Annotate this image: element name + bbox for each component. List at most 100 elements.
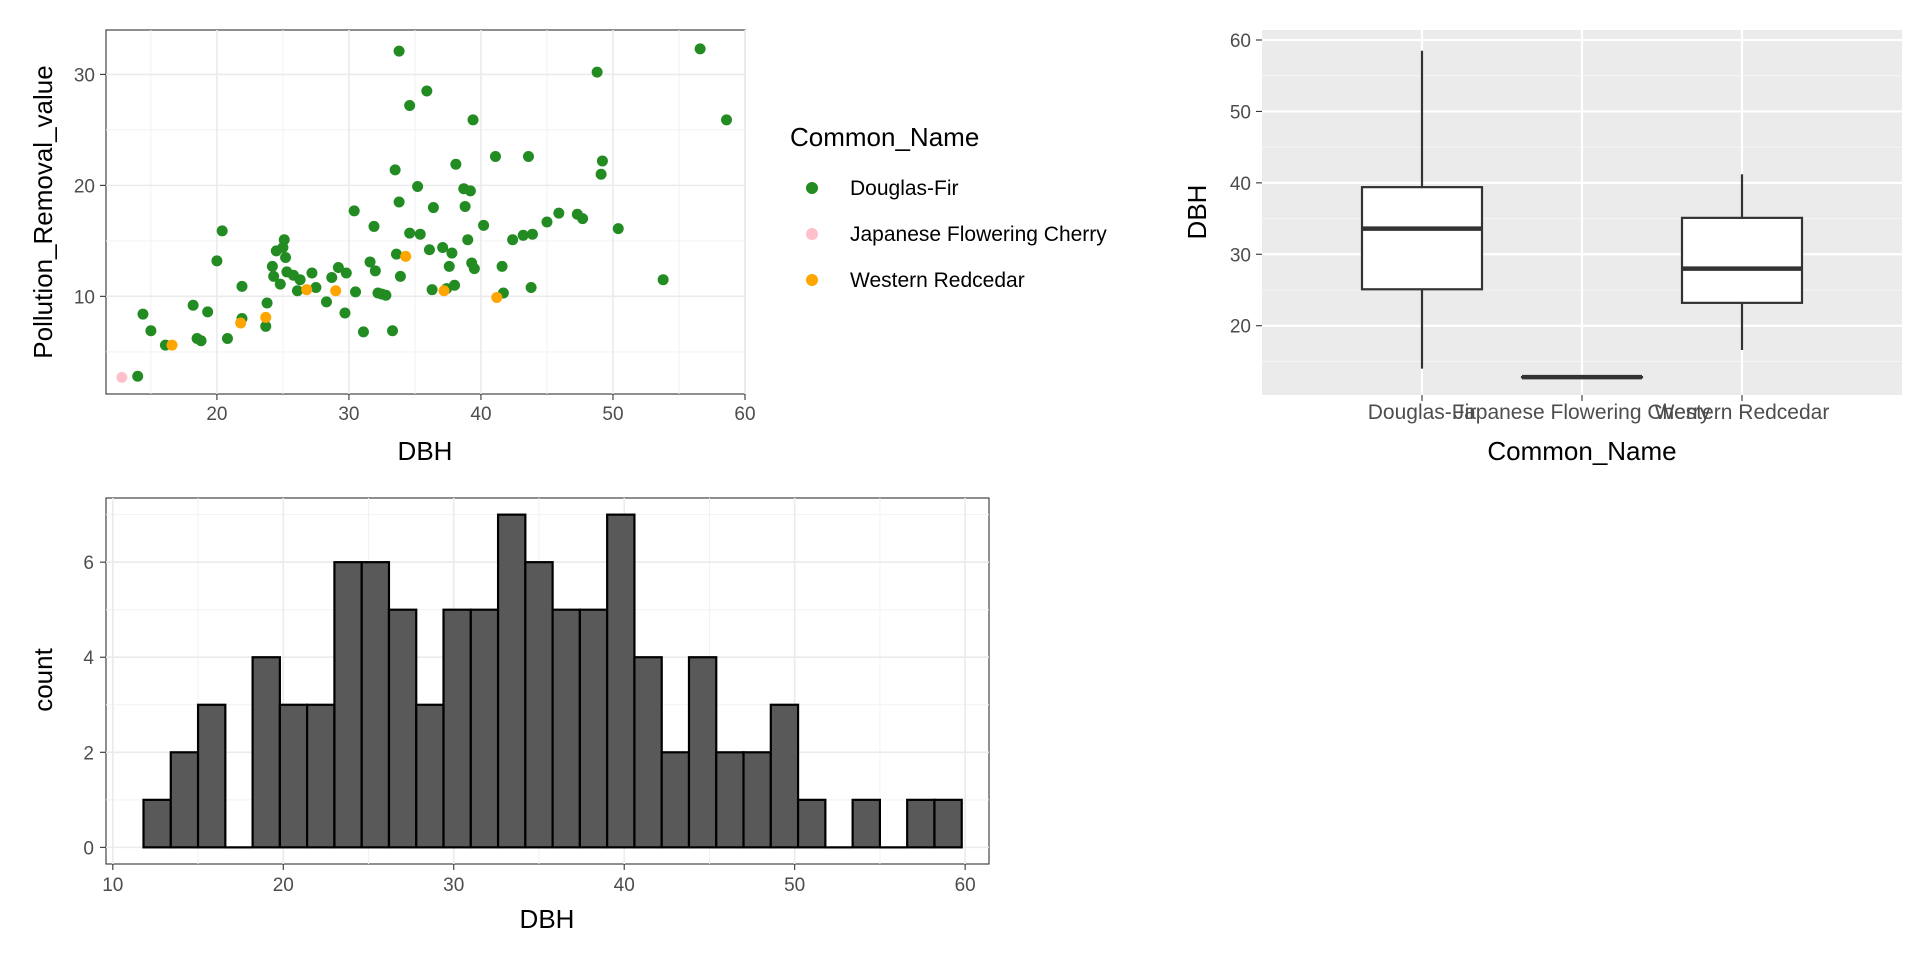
scatter-point	[465, 185, 476, 196]
scatter-x-tick-label: 40	[470, 404, 491, 425]
scatter-point	[424, 244, 435, 255]
boxplot-x-tick-label: Western Redcedar	[1655, 401, 1830, 424]
boxplot-x-axis-label: Common_Name	[1487, 436, 1676, 466]
scatter-point	[460, 201, 471, 212]
scatter-point	[341, 268, 352, 279]
scatter-x-tick-label: 50	[602, 404, 623, 425]
scatter-point	[428, 202, 439, 213]
scatter-x-tick-label: 30	[338, 404, 359, 425]
histogram-bar	[334, 562, 361, 847]
histogram-bar	[771, 705, 798, 848]
scatter-point	[527, 229, 538, 240]
histogram-x-tick-label: 30	[443, 875, 464, 896]
histogram-bar	[471, 610, 498, 848]
scatter-x-tick-label: 60	[734, 404, 755, 425]
histogram-y-tick-label: 4	[83, 648, 94, 669]
scatter-point	[262, 298, 273, 309]
scatter-point	[321, 296, 332, 307]
scatter-point	[145, 325, 156, 336]
scatter-point	[211, 255, 222, 266]
scatter-point	[349, 205, 360, 216]
box-body	[1682, 218, 1802, 303]
scatter-x-tick-label: 20	[206, 404, 227, 425]
scatter-y-tick-label: 10	[74, 287, 95, 308]
histogram-bar	[934, 800, 961, 848]
scatter-point	[196, 335, 207, 346]
histogram-x-tick-label: 10	[102, 875, 123, 896]
scatter-x-axis-label: DBH	[398, 436, 453, 466]
scatter-point	[497, 261, 508, 272]
histogram-bar	[389, 610, 416, 848]
scatter-point	[507, 234, 518, 245]
scatter-point	[137, 309, 148, 320]
scatter-point	[132, 371, 143, 382]
scatter-point	[404, 228, 415, 239]
scatter-point	[279, 234, 290, 245]
histogram-bar	[716, 752, 743, 847]
scatter-point	[490, 151, 501, 162]
histogram-bar	[607, 515, 634, 848]
scatter-point	[421, 86, 432, 97]
scatter-plot: 20 30 40 50 60 10 20 30 DBH Pollution_Removal_…	[28, 30, 756, 466]
boxplot-y-tick-label: 30	[1230, 245, 1251, 266]
scatter-point	[553, 208, 564, 219]
scatter-point	[596, 169, 607, 180]
histogram-bar	[416, 705, 443, 848]
histogram-x-tick-label: 20	[273, 875, 294, 896]
scatter-point	[292, 285, 303, 296]
scatter-point	[478, 220, 489, 231]
scatter-point	[390, 164, 401, 175]
scatter-point	[330, 285, 341, 296]
scatter-point	[437, 242, 448, 253]
scatter-x-ticks: 20 30 40 50 60	[206, 394, 755, 425]
scatter-point	[350, 286, 361, 297]
histogram-x-axis-label: DBH	[520, 904, 575, 934]
scatter-point	[427, 284, 438, 295]
boxplot-y-tick-label: 60	[1230, 31, 1251, 52]
scatter-point	[369, 221, 380, 232]
scatter-point	[380, 290, 391, 301]
scatter-point	[358, 326, 369, 337]
scatter-point	[395, 271, 406, 282]
histogram-bar	[634, 657, 661, 847]
legend-key	[806, 228, 818, 240]
legend-key	[806, 182, 818, 194]
histogram-bar	[498, 515, 525, 848]
histogram-y-tick-label: 0	[83, 838, 94, 859]
histogram-bar	[553, 610, 580, 848]
scatter-point	[116, 372, 127, 383]
scatter-point	[613, 223, 624, 234]
histogram-bar	[280, 705, 307, 848]
legend-key	[806, 274, 818, 286]
legend-label: Douglas-Fir	[850, 177, 959, 200]
scatter-point	[202, 306, 213, 317]
scatter-point	[339, 307, 350, 318]
histogram-x-tick-label: 60	[955, 875, 976, 896]
scatter-point	[400, 251, 411, 262]
histogram-x-tick-label: 40	[614, 875, 635, 896]
scatter-point	[462, 234, 473, 245]
scatter-point	[597, 155, 608, 166]
boxplot-y-tick-label: 50	[1230, 102, 1251, 123]
scatter-point	[280, 252, 291, 263]
scatter-point	[491, 292, 502, 303]
scatter-point	[446, 248, 457, 259]
histogram-bar	[907, 800, 934, 848]
legend-title: Common_Name	[790, 122, 979, 152]
legend-label: Western Redcedar	[850, 269, 1025, 292]
scatter-point	[167, 340, 178, 351]
boxplot-y-tick-label: 20	[1230, 317, 1251, 338]
scatter-point	[721, 114, 732, 125]
histogram-bar	[689, 657, 716, 847]
histogram-bar	[662, 752, 689, 847]
scatter-y-axis-label: Pollution_Removal_value	[28, 65, 58, 358]
scatter-point	[518, 230, 529, 241]
scatter-point	[310, 282, 321, 293]
